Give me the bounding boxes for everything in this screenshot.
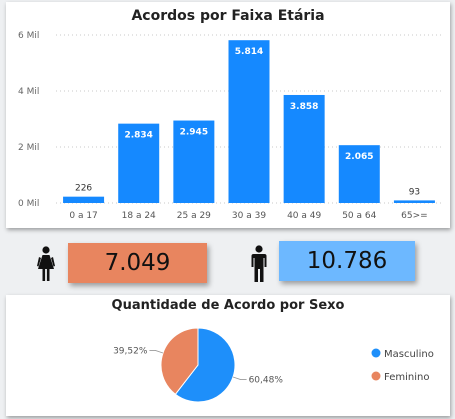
x-tick-label: 25 a 29	[177, 211, 211, 221]
legend-label: Masculino	[384, 349, 434, 360]
bar-value-label: 2.945	[180, 128, 208, 138]
pie-chart-title: Quantidade de Acordo por Sexo	[111, 298, 345, 313]
bar-value-label: 2.834	[124, 131, 152, 141]
bar[interactable]	[173, 120, 215, 203]
legend-marker	[371, 371, 381, 381]
bar-value-label: 3.858	[290, 102, 318, 112]
x-tick-label: 50 a 64	[342, 211, 376, 221]
pie-chart-card: Quantidade de Acordo por Sexo 60,48% 39,5…	[6, 295, 450, 416]
pie-value-label: 60,48%	[249, 376, 284, 386]
pie-slice-feminino[interactable]	[160, 327, 199, 395]
female-count-kpi: 7.049	[68, 243, 207, 283]
bar[interactable]	[338, 145, 380, 203]
bar[interactable]	[283, 94, 325, 203]
y-tick-label: 6 Mil	[18, 31, 39, 41]
bar-value-label: 2.065	[345, 152, 373, 162]
x-tick-label: 30 a 39	[232, 211, 266, 221]
bar-value-label: 226	[75, 184, 92, 194]
pie-value-label: 39,52%	[113, 346, 148, 356]
legend-label: Feminino	[384, 372, 429, 383]
y-tick-label: 2 Mil	[18, 143, 39, 153]
bar-chart-title: Acordos por Faixa Etária	[131, 8, 325, 24]
bar[interactable]	[393, 200, 435, 203]
pie-chart: 60,48% 39,52% Masculino Feminino	[113, 327, 434, 403]
bar-chart-card: Acordos por Faixa Etária 0 Mil 2 Mil 4 Mil…	[6, 2, 450, 228]
x-tick-label: 0 a 17	[69, 211, 97, 221]
bar-value-label: 5.814	[235, 47, 263, 57]
x-tick-label: 65>=	[401, 211, 428, 221]
male-person-icon	[251, 245, 267, 282]
male-count-kpi: 10.786	[279, 241, 415, 281]
y-tick-label: 4 Mil	[18, 87, 39, 97]
x-tick-label: 18 a 24	[122, 211, 156, 221]
bar-value-label: 93	[409, 187, 420, 197]
bar[interactable]	[228, 40, 270, 203]
pie-leader-line	[232, 376, 247, 380]
bar[interactable]	[118, 123, 160, 203]
pie-slice-masculino[interactable]	[174, 327, 236, 403]
bar[interactable]	[63, 196, 105, 203]
female-person-icon	[37, 246, 55, 281]
bar-chart: 0 Mil 2 Mil 4 Mil 6 Mil 226 0 a 17 2.834 18 a 2…	[18, 31, 442, 221]
y-tick-label: 0 Mil	[18, 199, 39, 209]
legend-marker	[371, 348, 381, 358]
pie-leader-line	[149, 350, 164, 354]
x-tick-label: 40 a 49	[287, 211, 321, 221]
